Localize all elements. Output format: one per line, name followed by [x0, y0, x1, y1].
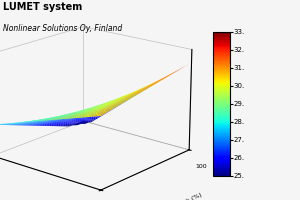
Text: Nonlinear Solutions Oy, Finland: Nonlinear Solutions Oy, Finland [3, 24, 122, 33]
Y-axis label: crushed rock (%): crushed rock (%) [152, 192, 203, 200]
Text: LUMET system: LUMET system [3, 2, 82, 12]
